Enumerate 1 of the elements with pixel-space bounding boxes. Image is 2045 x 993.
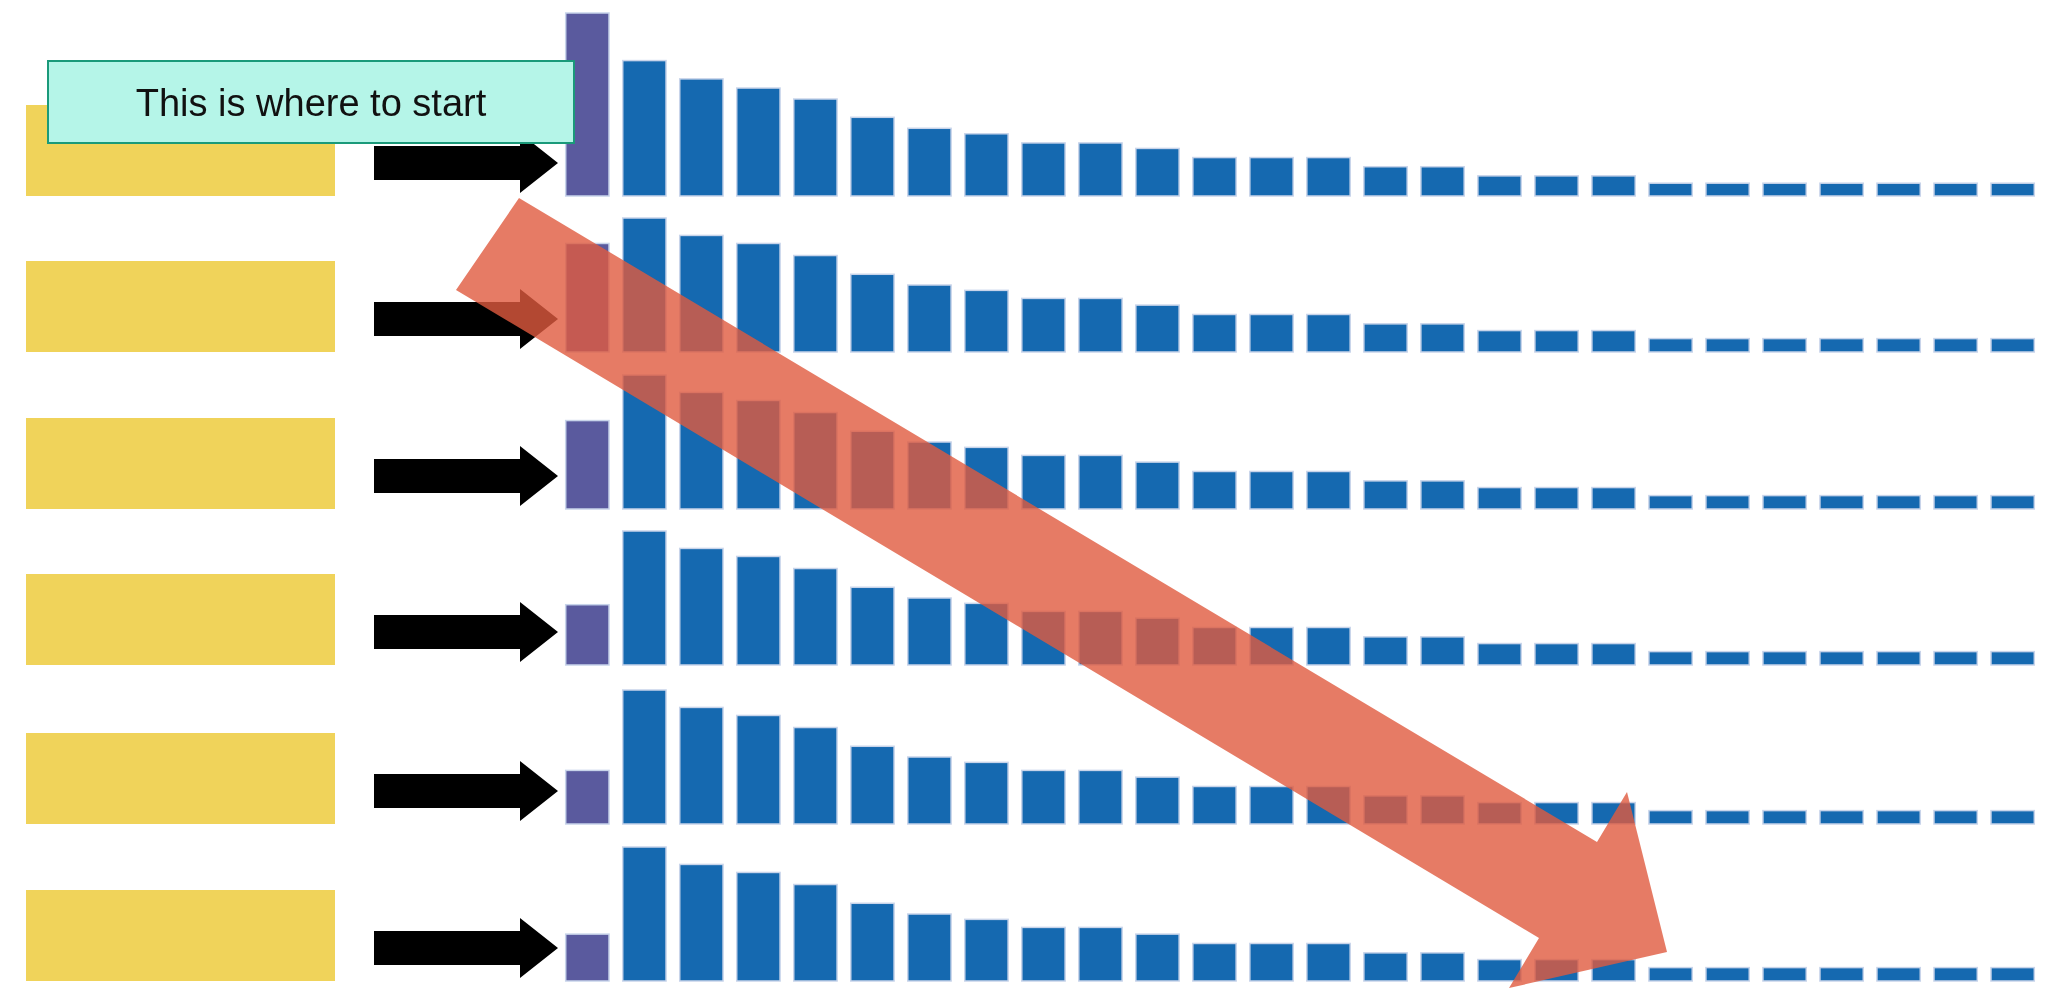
text: This is where to start bbox=[135, 82, 487, 124]
